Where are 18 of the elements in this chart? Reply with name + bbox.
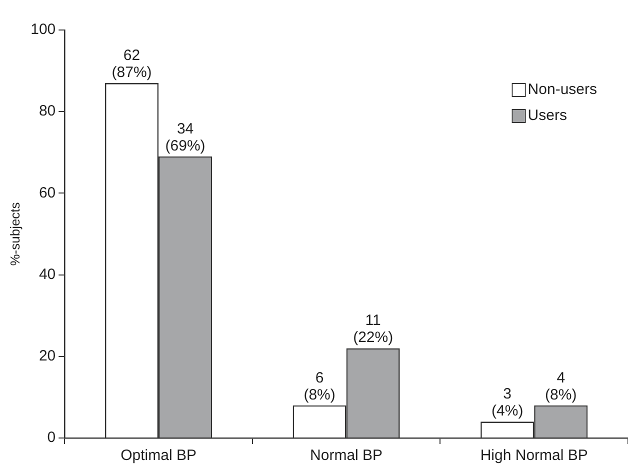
- data-label: 34 (69%): [165, 120, 206, 154]
- y-tick-label: 20: [38, 348, 56, 365]
- legend-label: Users: [528, 107, 567, 124]
- y-axis-title: %-subjects: [7, 202, 22, 266]
- x-tick-label: Normal BP: [310, 447, 383, 464]
- y-tick-label: 40: [38, 266, 56, 283]
- y-tick-label: 100: [30, 21, 56, 38]
- data-label: 11 (22%): [353, 312, 394, 346]
- x-tick-label: High Normal BP: [480, 447, 588, 464]
- x-tick-label: Optimal BP: [120, 447, 196, 464]
- y-tick-label: 0: [47, 429, 56, 446]
- data-label: 62 (87%): [112, 47, 152, 82]
- data-label: 4 (8%): [545, 369, 577, 404]
- data-label: 6 (8%): [304, 369, 336, 404]
- legend-label: Non-users: [528, 81, 598, 98]
- y-tick-label: 60: [38, 184, 56, 202]
- data-label: 3 (4%): [492, 386, 524, 420]
- y-tick-label: 80: [38, 102, 56, 120]
